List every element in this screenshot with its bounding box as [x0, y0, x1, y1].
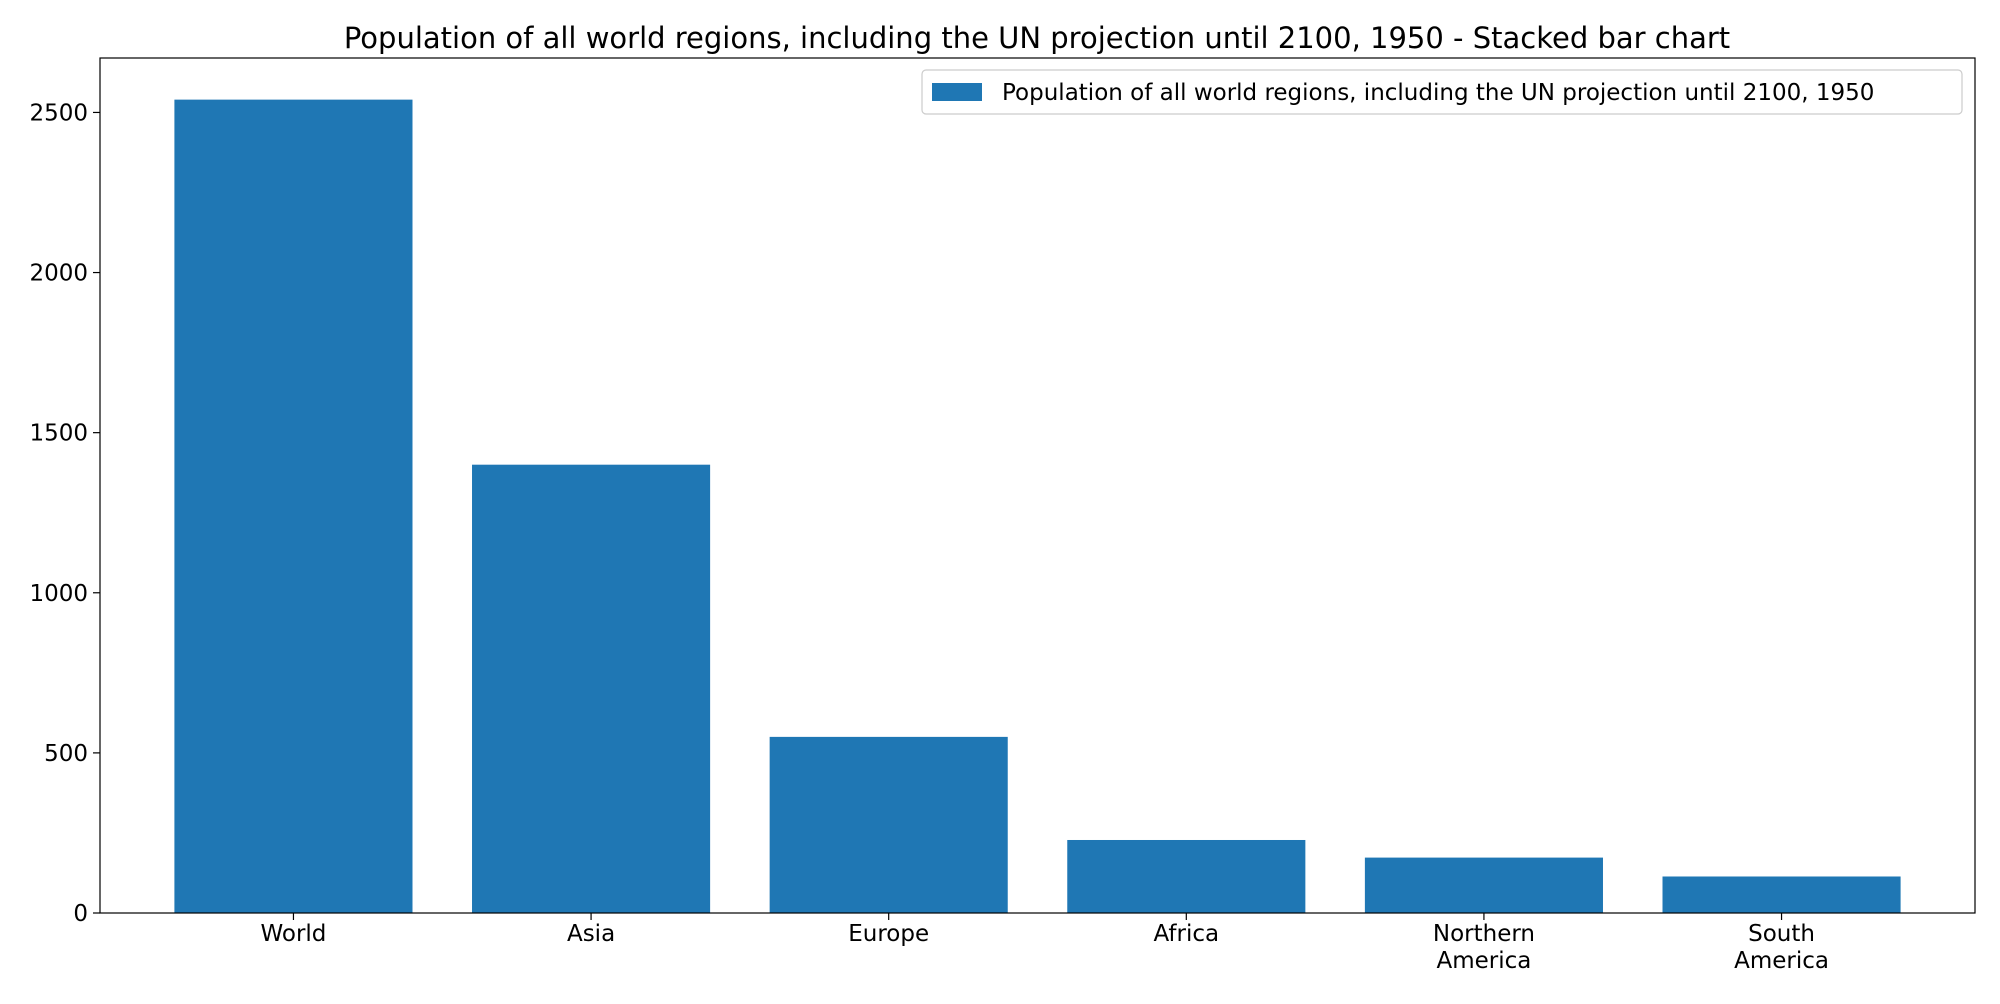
x-tick-label: America	[1734, 948, 1829, 974]
bar	[472, 464, 711, 913]
legend-label: Population of all world regions, includi…	[1002, 80, 1874, 106]
y-tick-label: 2000	[29, 261, 88, 287]
legend-box	[921, 69, 1963, 115]
x-tick-label: South	[1748, 921, 1815, 947]
bar	[174, 99, 413, 913]
y-tick-label: 1500	[29, 421, 88, 447]
plot-frame	[99, 57, 1976, 914]
legend: Population of all world regions, includi…	[921, 69, 1963, 115]
y-tick-label: 2500	[29, 100, 88, 126]
y-tick-label: 0	[73, 901, 88, 927]
legend-swatch	[932, 83, 982, 101]
bar	[769, 736, 1008, 913]
chart-title: Population of all world regions, includi…	[344, 21, 1730, 55]
bar	[1364, 857, 1603, 913]
bar	[1067, 839, 1306, 913]
x-tick-label: Africa	[1154, 921, 1220, 947]
y-tick-label: 1000	[29, 581, 88, 607]
x-tick-label: Asia	[567, 921, 615, 947]
bars-layer	[174, 99, 1901, 913]
axes-layer: 0 500 1000 1500 2000 2500 World Asia Europe Afric…	[29, 57, 1976, 974]
y-tick-label: 500	[44, 741, 88, 767]
x-tick-label: America	[1436, 948, 1531, 974]
x-tick-label: World	[260, 921, 326, 947]
x-tick-label: Europe	[848, 921, 929, 947]
x-tick-label: Northern	[1433, 921, 1535, 947]
bar	[1662, 876, 1901, 913]
